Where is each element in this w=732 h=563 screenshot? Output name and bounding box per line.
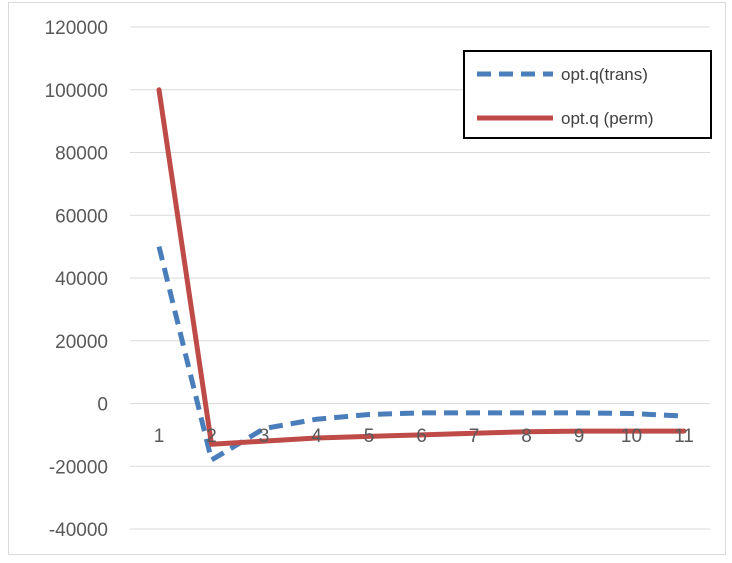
x-tick-label: 4 — [311, 426, 322, 447]
legend-label-perm: opt.q (perm) — [561, 109, 654, 128]
y-tick-label: 120000 — [45, 18, 108, 39]
x-tick-label: 3 — [259, 426, 270, 447]
y-tick-label: 100000 — [45, 81, 108, 102]
y-tick-label: 40000 — [55, 269, 108, 290]
x-tick-label: 9 — [574, 426, 585, 447]
y-tick-label: 60000 — [55, 206, 108, 227]
legend-label-trans: opt.q(trans) — [561, 65, 648, 84]
x-tick-label: 1 — [154, 426, 165, 447]
y-tick-label: -40000 — [49, 520, 108, 541]
y-tick-label: -20000 — [49, 457, 108, 478]
series-line-perm — [156, 87, 687, 447]
y-tick-label: 20000 — [55, 332, 108, 353]
x-tick-label: 2 — [206, 426, 217, 447]
gridlines — [130, 26, 710, 530]
y-tick-label: 0 — [97, 395, 108, 416]
x-tick-label: 8 — [521, 426, 532, 447]
legend-box — [463, 50, 712, 139]
x-tick-label: 10 — [621, 426, 642, 447]
x-tick-label: 11 — [674, 426, 694, 447]
x-tick-label: 5 — [364, 426, 375, 447]
y-tick-label: 80000 — [55, 144, 108, 165]
x-tick-label: 6 — [416, 426, 427, 447]
series-lines — [156, 87, 687, 463]
x-tick-label: 7 — [469, 426, 480, 447]
y-axis-ticks: 120000 100000 80000 60000 40000 20000 0 -20000 -… — [45, 18, 108, 541]
legend: opt.q(trans) opt.q (perm) — [463, 50, 712, 139]
x-axis-ticks: 1 2 3 4 5 6 7 8 9 10 11 — [154, 426, 694, 447]
